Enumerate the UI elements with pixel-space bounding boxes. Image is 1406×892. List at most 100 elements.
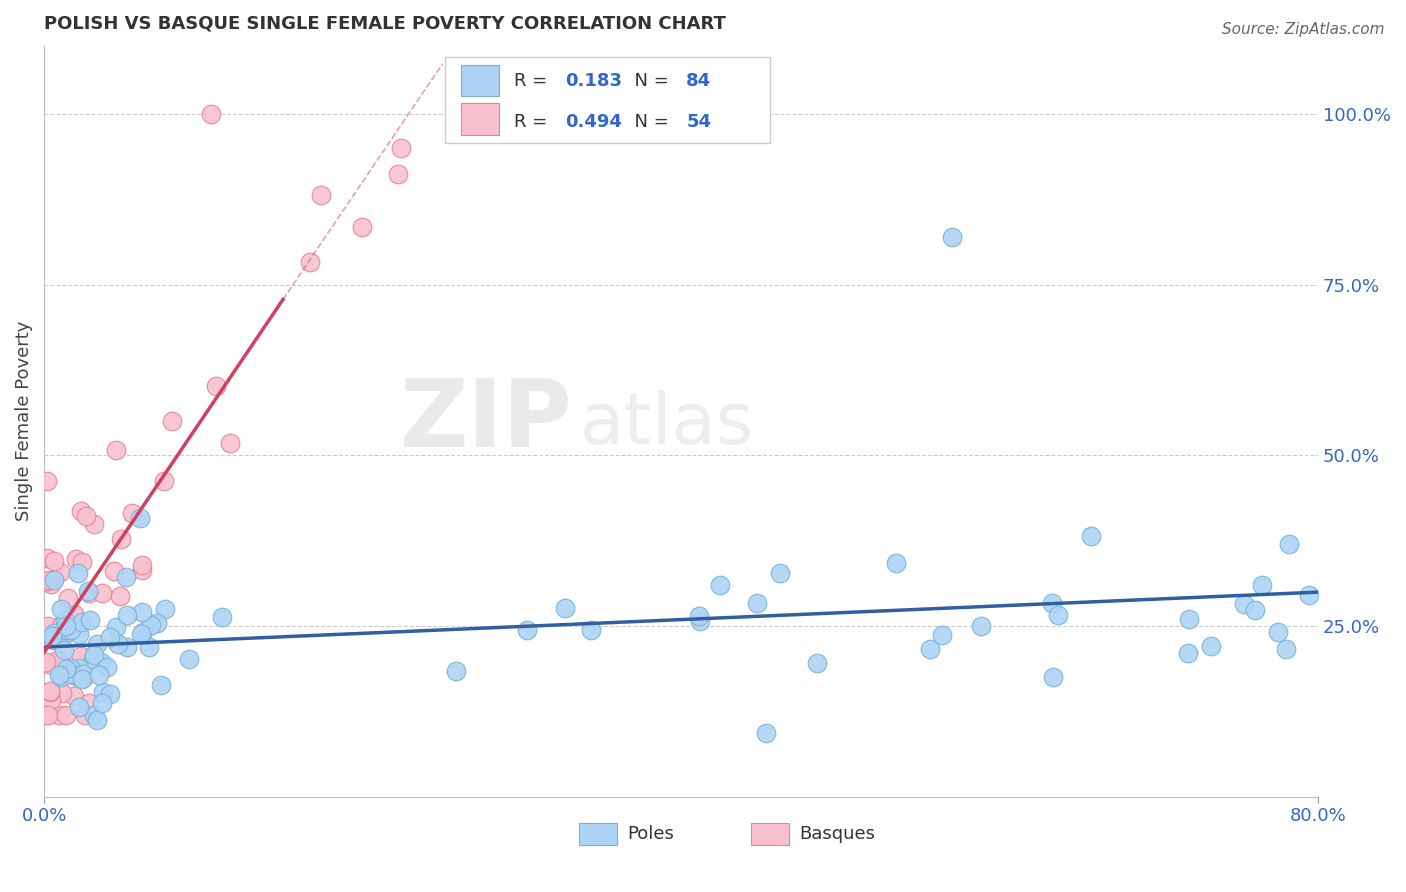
Text: R =: R = xyxy=(515,113,553,131)
Point xyxy=(38,684,60,698)
Text: 0.183: 0.183 xyxy=(565,71,623,89)
Point xyxy=(516,624,538,638)
Point xyxy=(55,619,77,633)
Point xyxy=(49,630,72,644)
Point xyxy=(389,141,412,155)
Point xyxy=(1244,603,1267,617)
Point xyxy=(115,569,138,583)
Point xyxy=(755,726,778,740)
Point xyxy=(91,685,114,699)
Point xyxy=(59,667,82,681)
Point xyxy=(55,613,77,627)
Point xyxy=(83,648,105,662)
Point xyxy=(132,624,155,639)
Point xyxy=(160,414,183,428)
Point xyxy=(83,707,105,722)
Point xyxy=(1177,646,1199,660)
Point xyxy=(129,627,152,641)
Point xyxy=(67,699,90,714)
Text: 0.494: 0.494 xyxy=(565,113,621,131)
Point xyxy=(90,586,112,600)
Point xyxy=(1298,588,1320,602)
Point xyxy=(51,671,73,685)
Point xyxy=(51,616,73,631)
Point xyxy=(51,686,73,700)
Point xyxy=(55,662,77,676)
Point xyxy=(177,651,200,665)
Point xyxy=(1178,612,1201,626)
Point xyxy=(129,510,152,524)
Point xyxy=(38,657,60,671)
Point xyxy=(39,692,62,706)
Point xyxy=(387,167,409,181)
Point xyxy=(70,504,93,518)
Point xyxy=(49,565,72,579)
Point xyxy=(37,707,59,722)
Point xyxy=(1040,596,1063,610)
Point xyxy=(131,558,153,572)
Point xyxy=(67,566,90,580)
Text: Poles: Poles xyxy=(627,825,675,843)
Point xyxy=(37,619,59,633)
Point xyxy=(70,555,93,569)
Point xyxy=(51,618,73,632)
Point xyxy=(141,618,163,632)
Point xyxy=(38,573,60,587)
Point xyxy=(52,627,75,641)
Point xyxy=(689,614,711,628)
Point xyxy=(48,668,70,682)
Text: R =: R = xyxy=(515,71,553,89)
Point xyxy=(146,615,169,630)
Point xyxy=(63,690,86,704)
Point xyxy=(83,516,105,531)
Point xyxy=(67,627,90,641)
Point xyxy=(77,586,100,600)
Point xyxy=(34,707,56,722)
Point xyxy=(211,609,233,624)
Point xyxy=(806,656,828,670)
Point xyxy=(153,602,176,616)
Point xyxy=(42,574,65,588)
Point xyxy=(42,632,65,647)
Point xyxy=(1251,578,1274,592)
Point xyxy=(86,637,108,651)
FancyBboxPatch shape xyxy=(446,57,770,144)
Point xyxy=(554,601,576,615)
Point xyxy=(41,577,63,591)
Point xyxy=(51,602,73,616)
Point xyxy=(218,436,240,450)
Point xyxy=(688,608,710,623)
Y-axis label: Single Female Poverty: Single Female Poverty xyxy=(15,321,32,521)
Point xyxy=(91,696,114,710)
Point xyxy=(1080,528,1102,542)
Point xyxy=(90,655,112,669)
FancyBboxPatch shape xyxy=(579,823,617,846)
Point xyxy=(55,707,77,722)
Point xyxy=(96,660,118,674)
FancyBboxPatch shape xyxy=(751,823,789,846)
Point xyxy=(1042,670,1064,684)
Point xyxy=(352,220,374,235)
Text: POLISH VS BASQUE SINGLE FEMALE POVERTY CORRELATION CHART: POLISH VS BASQUE SINGLE FEMALE POVERTY C… xyxy=(44,15,725,33)
Point xyxy=(107,637,129,651)
Point xyxy=(115,607,138,622)
Point xyxy=(86,713,108,727)
Point xyxy=(709,577,731,591)
Point xyxy=(138,640,160,655)
Text: Basques: Basques xyxy=(800,825,876,843)
Text: N =: N = xyxy=(623,113,673,131)
Point xyxy=(75,508,97,523)
Point xyxy=(56,623,79,637)
Point xyxy=(77,584,100,599)
Point xyxy=(70,649,93,664)
Point xyxy=(41,629,63,643)
Point xyxy=(65,552,87,566)
Point xyxy=(46,653,69,667)
Point xyxy=(117,640,139,654)
Point xyxy=(44,554,66,568)
Text: 84: 84 xyxy=(686,71,711,89)
Text: Source: ZipAtlas.com: Source: ZipAtlas.com xyxy=(1222,22,1385,37)
Point xyxy=(1267,625,1289,640)
Point xyxy=(110,532,132,546)
Point xyxy=(579,623,602,637)
